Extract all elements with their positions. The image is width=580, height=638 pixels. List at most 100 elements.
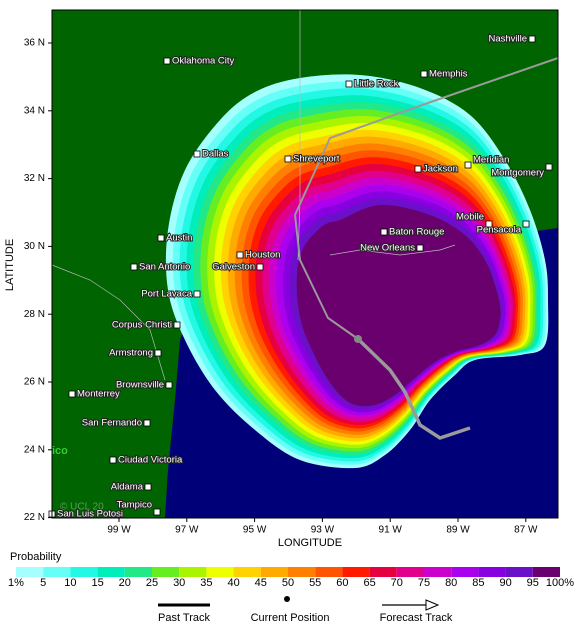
map-frame — [51, 9, 559, 519]
legend-level-label: 60 — [336, 577, 348, 589]
city-label: Monterrey — [77, 389, 120, 400]
city-label: Mobile — [456, 212, 484, 223]
city-label: Pensacola — [477, 225, 522, 236]
x-axis-label: LONGITUDE — [278, 537, 342, 549]
city-label: Jackson — [423, 164, 458, 175]
y-tick-label: 32 N — [24, 173, 45, 184]
city-label: Dallas — [202, 149, 229, 160]
city-label: Baton Rouge — [389, 227, 444, 238]
city-marker — [173, 321, 181, 329]
legend-swatch — [424, 567, 452, 577]
city-marker — [345, 80, 353, 88]
city-label: San Fernando — [82, 418, 142, 429]
legend-level-label: 45 — [255, 577, 267, 589]
x-tick-label: 93 W — [311, 525, 335, 536]
city-label: Shreveport — [293, 154, 340, 165]
legend-level-label: 25 — [146, 577, 158, 589]
legend-swatch — [288, 567, 316, 577]
city-marker — [193, 290, 201, 298]
city-label: Nashville — [488, 34, 527, 45]
legend-swatch — [505, 567, 533, 577]
city-label: Houston — [245, 250, 280, 261]
y-tick-label: 28 N — [24, 309, 45, 320]
legend-level-label: 85 — [472, 577, 484, 589]
city-label: San Antonio — [139, 262, 190, 273]
city-label: Aldama — [111, 482, 144, 493]
legend-swatch — [396, 567, 424, 577]
legend-level-label: 90 — [499, 577, 511, 589]
legend-level-label: 40 — [227, 577, 239, 589]
city-label: Tampico — [117, 500, 152, 511]
city-marker — [193, 150, 201, 158]
city-label: Ciudad Victoria — [118, 455, 183, 466]
x-tick-label: 91 W — [379, 525, 403, 536]
city-marker — [528, 35, 536, 43]
legend-level-label: 70 — [391, 577, 403, 589]
city-marker — [522, 220, 530, 228]
legend-swatch — [315, 567, 343, 577]
legend-swatch — [97, 567, 125, 577]
city-label: Austin — [166, 233, 192, 244]
x-tick-label: 99 W — [107, 525, 131, 536]
city-label: Armstrong — [109, 348, 153, 359]
legend-current-position: Current Position — [251, 612, 330, 624]
y-tick-label: 36 N — [24, 38, 45, 49]
city-marker — [380, 228, 388, 236]
probability-band — [296, 204, 501, 407]
y-tick-label: 24 N — [24, 444, 45, 455]
city-marker — [130, 263, 138, 271]
city-marker — [143, 419, 151, 427]
city-label: San Luis Potosi — [57, 509, 123, 520]
current-position — [354, 335, 362, 343]
city-label: Memphis — [429, 69, 468, 80]
legend-level-label: 35 — [200, 577, 212, 589]
x-tick-label: 97 W — [175, 525, 199, 536]
legend-swatch — [342, 567, 370, 577]
legend-level-label: 30 — [173, 577, 185, 589]
legend-level-label: 5 — [40, 577, 46, 589]
legend-level-label: 10 — [64, 577, 76, 589]
legend-title: Probability — [10, 551, 62, 563]
city-marker — [68, 390, 76, 398]
legend-level-label: 20 — [119, 577, 131, 589]
legend-swatch — [43, 567, 71, 577]
city-marker — [236, 251, 244, 259]
city-marker — [165, 381, 173, 389]
axes: 99 W 97 W 95 W 93 W 91 W 89 W 87 W 36 N 34 N 32 N… — [24, 38, 538, 536]
city-label: Port Lavaca — [141, 289, 192, 300]
city-label: Brownsville — [116, 380, 164, 391]
legend-level-label: 65 — [363, 577, 375, 589]
current-position-symbol — [284, 596, 290, 602]
city-marker — [545, 163, 553, 171]
y-tick-label: 26 N — [24, 377, 45, 388]
forecast-track — [356, 337, 471, 440]
legend-level-label: 15 — [91, 577, 103, 589]
legend-swatch — [179, 567, 207, 577]
legend-swatch — [260, 567, 288, 577]
city-marker — [485, 220, 493, 228]
city-marker — [464, 161, 472, 169]
probability-contours — [165, 74, 549, 469]
city-marker — [109, 456, 117, 464]
cities: Nashville Oklahoma City Memphis Little Rock… — [48, 33, 553, 521]
city-label: Montgomery — [491, 168, 544, 179]
past-track — [293, 57, 559, 340]
city-label: Corpus Christi — [112, 320, 172, 331]
legend-level-label: 95 — [527, 577, 539, 589]
legend-level-label: 50 — [282, 577, 294, 589]
city-marker — [144, 483, 152, 491]
city-marker — [157, 234, 165, 242]
legend-level-label: 1% — [8, 577, 24, 589]
legend-swatch — [124, 567, 152, 577]
city-label: Oklahoma City — [172, 56, 235, 67]
city-label: Little Rock — [354, 79, 399, 90]
city-marker — [163, 57, 171, 65]
city-label: New Orleans — [360, 243, 415, 254]
legend-forecast-track: Forecast Track — [380, 612, 453, 624]
legend-level-label: 100% — [546, 577, 574, 589]
legend-past-track: Past Track — [158, 612, 210, 624]
city-marker — [416, 244, 424, 252]
legend-swatch — [16, 567, 44, 577]
legend-swatch — [206, 567, 234, 577]
